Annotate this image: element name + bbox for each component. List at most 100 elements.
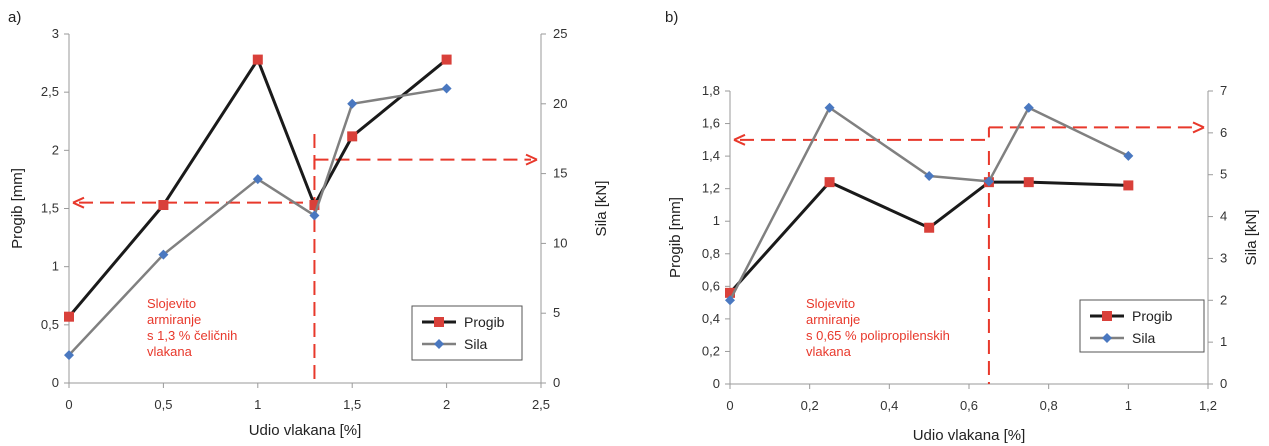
data-point-progib — [1023, 177, 1034, 188]
legend-box — [1079, 299, 1205, 353]
data-point-sila — [1023, 102, 1034, 113]
legend-marker-diamond — [434, 339, 444, 349]
data-point-sila — [252, 174, 263, 185]
legend-marker-diamond — [1102, 333, 1112, 343]
y-left-tick-label: 0,5 — [41, 317, 59, 332]
annotation-left-arrow-head — [72, 196, 85, 209]
data-point-sila — [158, 249, 169, 260]
annotation-text-line: armiranje — [147, 312, 201, 327]
y-left-tick-label: 0,4 — [702, 311, 720, 326]
y-left-tick-label: 1,4 — [702, 148, 720, 163]
y-left-tick-label: 1,8 — [702, 83, 720, 98]
y-right-tick-label: 4 — [1220, 209, 1227, 224]
y-right-tick-label: 2 — [1220, 292, 1227, 307]
data-point-progib — [1123, 180, 1134, 191]
data-point-sila — [824, 102, 835, 113]
annotation-text-line: Slojevito — [806, 296, 855, 311]
legend: Progib Sila — [1079, 299, 1205, 353]
legend-box — [411, 305, 523, 361]
y-left-tick-label: 1 — [713, 213, 720, 228]
data-point-sila — [725, 295, 735, 306]
x-tick-label: 2 — [443, 397, 450, 412]
annotation-left-arrow-head — [733, 133, 746, 146]
annotation-right-arrow-head — [1192, 121, 1205, 134]
data-point-progib — [347, 131, 358, 142]
series-line-progib — [728, 180, 1129, 294]
y-left-tick-label: 1,6 — [702, 116, 720, 131]
x-tick-label: 1 — [1125, 398, 1132, 413]
series-line-sila — [728, 106, 1129, 301]
y-left-axis-title: Progib [mm] — [667, 197, 684, 278]
series-line-progib — [67, 58, 448, 318]
x-tick-label: 0 — [726, 398, 733, 413]
y-right-tick-label: 25 — [553, 26, 567, 41]
y-right-tick-label: 20 — [553, 96, 567, 111]
data-point-progib — [64, 311, 74, 322]
x-tick-label: 1,5 — [343, 397, 361, 412]
x-axis-title: Udio vlakana [%] — [913, 427, 1026, 444]
panel-label: b) — [665, 9, 678, 26]
y-left-tick-label: 2,5 — [41, 84, 59, 99]
data-point-progib — [158, 200, 169, 211]
data-point-sila — [924, 170, 935, 181]
x-tick-label: 2,5 — [532, 397, 550, 412]
x-tick-label: 0,8 — [1040, 398, 1058, 413]
legend: Progib Sila — [411, 305, 523, 361]
data-point-progib — [252, 54, 263, 65]
data-point-sila — [64, 350, 74, 361]
legend-entry-progib: Progib — [464, 314, 505, 330]
chart-panel-1: 0 0,5 1 1,5 2 2,500,511,522,530510152025a)Udi… — [8, 9, 610, 439]
annotation-text-line: vlakana — [806, 344, 852, 359]
y-right-tick-label: 1 — [1220, 334, 1227, 349]
y-right-tick-label: 7 — [1220, 83, 1227, 98]
annotation-text-line: s 0,65 % polipropilenskih — [806, 328, 950, 343]
y-right-tick-label: 5 — [1220, 167, 1227, 182]
series-line-sila — [68, 87, 447, 356]
x-axis-title: Udio vlakana [%] — [249, 422, 362, 439]
annotation-text-line: Slojevito — [147, 296, 196, 311]
legend-marker-square — [1102, 311, 1112, 321]
y-left-tick-label: 2 — [52, 142, 59, 157]
annotation-text-line: s 1,3 % čeličnih — [147, 328, 237, 343]
x-tick-label: 1 — [254, 397, 261, 412]
y-left-tick-label: 0,2 — [702, 343, 720, 358]
y-left-tick-label: 0 — [52, 375, 59, 390]
chart-panel-2: 0 0,2 0,4 0,6 0,8 1 1,200,20,40,60,811,21,41,6… — [665, 9, 1260, 444]
data-point-progib — [924, 222, 935, 233]
legend-marker-square — [434, 317, 444, 327]
legend-entry-progib: Progib — [1132, 308, 1173, 324]
y-right-tick-label: 10 — [553, 235, 567, 250]
y-left-tick-label: 1,5 — [41, 201, 59, 216]
x-tick-label: 0,6 — [960, 398, 978, 413]
y-left-tick-label: 3 — [52, 26, 59, 41]
y-right-tick-label: 0 — [553, 375, 560, 390]
data-point-sila — [441, 83, 452, 94]
x-tick-label: 0,2 — [801, 398, 819, 413]
annotation-text-line: armiranje — [806, 312, 860, 327]
data-point-progib — [441, 54, 452, 65]
data-point-sila — [983, 176, 994, 187]
y-left-tick-label: 0,6 — [702, 278, 720, 293]
data-point-progib — [824, 177, 835, 188]
y-right-tick-label: 3 — [1220, 250, 1227, 265]
data-point-progib — [725, 287, 735, 298]
y-left-tick-label: 1,2 — [702, 181, 720, 196]
y-left-tick-label: 1 — [52, 259, 59, 274]
annotation-right-arrow-head — [525, 153, 538, 166]
y-right-tick-label: 5 — [553, 305, 560, 320]
data-point-sila — [309, 210, 320, 221]
data-point-progib — [309, 200, 320, 211]
legend-entry-sila: Sila — [464, 336, 488, 352]
annotation-text-line: vlakana — [147, 344, 193, 359]
legend-entry-sila: Sila — [1132, 330, 1156, 346]
data-point-sila — [1123, 150, 1134, 161]
y-right-axis-title: Sila [kN] — [593, 181, 610, 237]
y-left-tick-label: 0,8 — [702, 246, 720, 261]
data-point-sila — [347, 98, 358, 109]
y-right-axis-title: Sila [kN] — [1243, 210, 1260, 266]
y-right-tick-label: 0 — [1220, 376, 1227, 391]
y-left-axis-title: Progib [mm] — [9, 168, 26, 249]
y-left-tick-label: 0 — [713, 376, 720, 391]
panel-label: a) — [8, 9, 21, 26]
